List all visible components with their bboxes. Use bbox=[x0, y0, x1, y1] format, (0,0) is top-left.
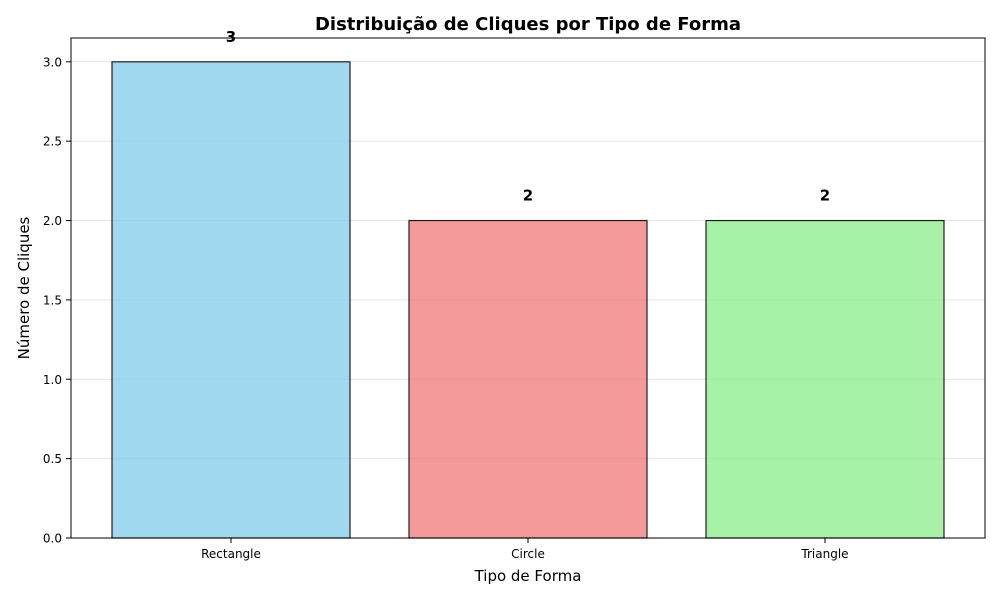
data-label: 2 bbox=[523, 187, 533, 205]
y-tick-label: 0.0 bbox=[43, 532, 62, 546]
bar-rectangle bbox=[111, 61, 351, 539]
x-tick-label: Rectangle bbox=[201, 547, 261, 561]
y-axis-label: Número de Cliques bbox=[15, 216, 33, 359]
data-labels: 3 2 2 bbox=[226, 28, 830, 205]
data-label: 2 bbox=[820, 187, 830, 205]
plot-frame bbox=[70, 37, 986, 539]
x-tick-label: Circle bbox=[511, 547, 545, 561]
x-tick-label: Triangle bbox=[800, 547, 848, 561]
y-tick-label: 0.5 bbox=[43, 452, 62, 466]
y-tick-label: 2.0 bbox=[43, 214, 62, 228]
x-axis-label: Tipo de Forma bbox=[474, 567, 582, 585]
data-label: 3 bbox=[226, 28, 236, 46]
y-tick-label: 2.5 bbox=[43, 135, 62, 149]
y-tick-label: 1.5 bbox=[43, 293, 62, 307]
y-tick-label: 1.0 bbox=[43, 373, 62, 387]
bar-triangle bbox=[705, 219, 945, 539]
bar-circle bbox=[408, 219, 648, 539]
y-tick-label: 3.0 bbox=[43, 55, 62, 69]
bars bbox=[111, 61, 945, 539]
x-axis-ticks: Rectangle Circle Triangle bbox=[201, 538, 849, 561]
y-axis-ticks: 0.0 0.5 1.0 1.5 2.0 2.5 3.0 bbox=[43, 55, 71, 546]
chart-title: Distribuição de Cliques por Tipo de Form… bbox=[315, 14, 741, 35]
